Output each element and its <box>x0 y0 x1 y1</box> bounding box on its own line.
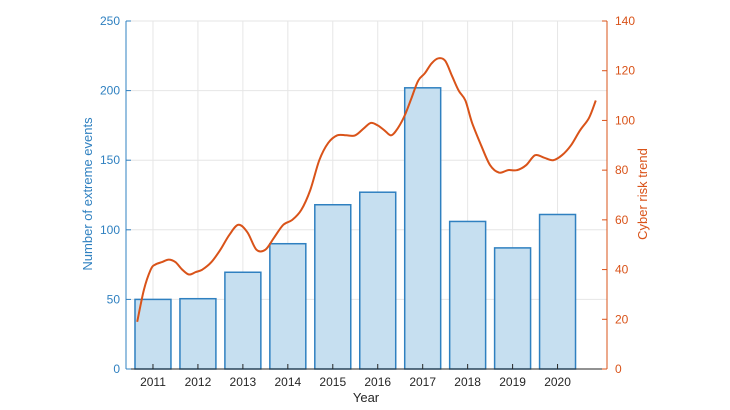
line-series <box>136 57 597 323</box>
right-tick-labels: 0 20 40 60 80 100 120 140 <box>615 14 635 376</box>
x-tick-labels: 2011 2012 2013 2014 2015 2016 2017 2018 2019 2020 <box>140 375 571 389</box>
left-tick-label-0: 0 <box>113 362 120 376</box>
x-tick-label-2013: 2013 <box>230 375 257 389</box>
bar-2019 <box>493 247 532 370</box>
left-tick-label-150: 150 <box>100 153 120 167</box>
x-tick-label-2011: 2011 <box>140 375 166 389</box>
bar-2016 <box>359 191 397 370</box>
bar-2013 <box>224 271 262 370</box>
x-tick-label-2018: 2018 <box>454 375 481 389</box>
left-tick-labels: 0 50 100 150 200 250 <box>100 14 120 376</box>
right-tick-label-0: 0 <box>615 362 622 376</box>
bar-2020 <box>538 213 577 370</box>
x-tick-label-2019: 2019 <box>499 375 526 389</box>
x-tick-label-2012: 2012 <box>185 375 212 389</box>
bar-2018 <box>448 220 487 370</box>
x-tick-label-2016: 2016 <box>364 375 391 389</box>
bar-2014 <box>269 242 307 370</box>
right-tick-label-120: 120 <box>615 64 635 78</box>
x-tick-label-2015: 2015 <box>319 375 346 389</box>
bar-2017 <box>403 87 442 370</box>
right-axis-label: Cyber risk trend <box>635 148 650 240</box>
bar-2012 <box>179 297 217 370</box>
left-axis-label: Number of extreme events <box>80 117 95 271</box>
axes <box>125 20 608 370</box>
left-tick-label-250: 250 <box>100 14 120 28</box>
x-tick-label-2017: 2017 <box>409 375 436 389</box>
right-tick-label-20: 20 <box>615 312 629 326</box>
x-tick-label-2014: 2014 <box>274 375 301 389</box>
right-tick-label-60: 60 <box>615 213 629 227</box>
right-tick-label-140: 140 <box>615 14 635 28</box>
cyber-risk-trend-line <box>136 57 597 323</box>
left-tick-label-200: 200 <box>100 84 120 98</box>
right-tick-label-80: 80 <box>615 163 629 177</box>
x-axis-label: Year <box>353 390 380 405</box>
right-tick-label-40: 40 <box>615 263 629 277</box>
left-tick-label-100: 100 <box>100 223 120 237</box>
bar-series <box>134 87 577 370</box>
left-tick-label-50: 50 <box>107 292 121 306</box>
bar-2015 <box>314 203 352 370</box>
right-tick-label-100: 100 <box>615 113 635 127</box>
x-tick-label-2020: 2020 <box>544 375 571 389</box>
